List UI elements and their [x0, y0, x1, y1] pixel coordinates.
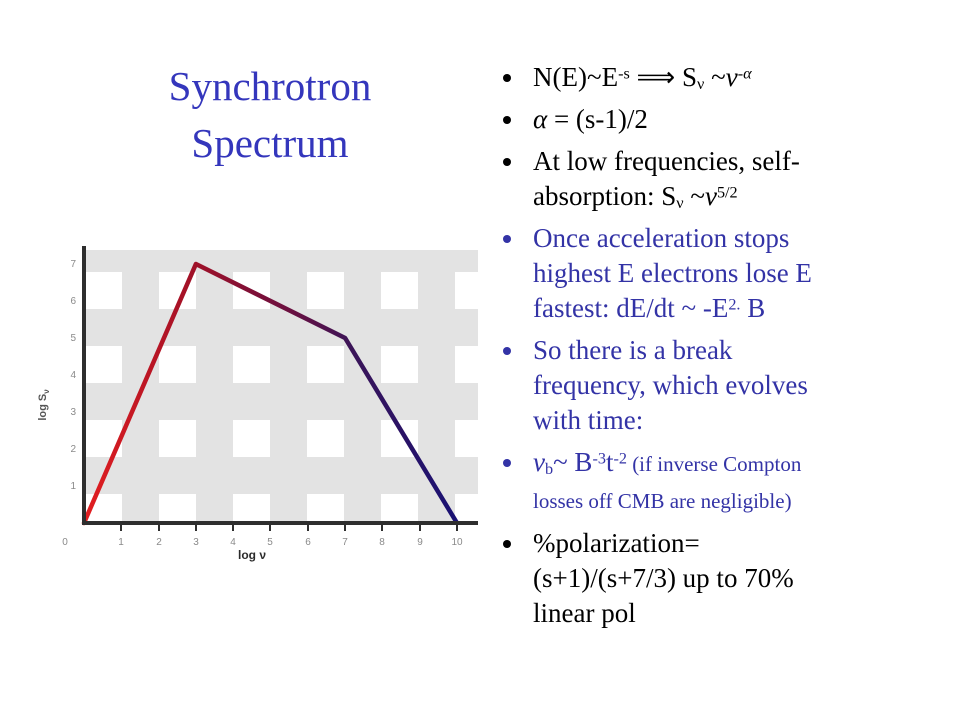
bullet-item-6: νb~ B-3t-2 (if inverse Compton losses off…: [493, 445, 948, 519]
x-tick-label: 0: [62, 537, 68, 548]
x-tick-label: 4: [230, 537, 236, 548]
bullet-dot: [503, 116, 511, 124]
x-tick-label: 3: [193, 537, 199, 548]
x-axis-ticks: [120, 524, 458, 531]
x-axis-label: log ν: [238, 548, 266, 562]
y-tick-label: 6: [70, 296, 76, 307]
bullet-text-2: α = (s-1)/2: [533, 104, 648, 134]
y-tick-label: 7: [70, 259, 76, 270]
y-axis-label: log Sν: [37, 389, 51, 421]
x-tick-label: 2: [156, 537, 162, 548]
bullet-dot: [503, 158, 511, 166]
slide-title: Synchrotron Spectrum: [50, 58, 490, 172]
bullet-item-2: α = (s-1)/2: [493, 102, 948, 137]
synchrotron-spectrum-chart: 0 1 2 3 4 5 6 7 8 9 10 1 2 3 4 5 6 7: [30, 240, 480, 575]
bullet-dot: [503, 459, 511, 467]
bullet-item-5: So there is a break frequency, which evol…: [493, 333, 948, 438]
slide-title-line-1: Synchrotron: [168, 63, 372, 109]
bullet-list: N(E)~E-s ⟹ Sν ~ν-α α = (s-1)/2 At low fr…: [493, 60, 948, 638]
bullet-text-3: At low frequencies, self-absorption: Sν …: [533, 146, 800, 212]
x-tick-label: 5: [267, 537, 273, 548]
x-tick-label: 8: [379, 537, 385, 548]
bullet-text-6: νb~ B-3t-2 (if inverse Compton losses off…: [533, 447, 802, 513]
y-tick-labels: 1 2 3 4 5 6 7: [70, 259, 76, 492]
bullet-text-5: So there is a break frequency, which evol…: [533, 335, 808, 435]
plot-area: [84, 250, 478, 523]
bullet-text-4: Once acceleration stops highest E electro…: [533, 223, 812, 323]
x-tick-label: 1: [118, 537, 124, 548]
x-tick-label: 10: [451, 537, 463, 548]
bullet-dot: [503, 347, 511, 355]
y-tick-label: 1: [70, 481, 76, 492]
y-tick-label: 3: [70, 407, 76, 418]
y-tick-label: 5: [70, 333, 76, 344]
x-tick-label: 6: [305, 537, 311, 548]
x-tick-labels: 0 1 2 3 4 5 6 7 8 9 10: [62, 537, 463, 548]
bullet-item-4: Once acceleration stops highest E electro…: [493, 221, 948, 326]
bullet-item-1: N(E)~E-s ⟹ Sν ~ν-α: [493, 60, 948, 95]
bullet-item-3: At low frequencies, self-absorption: Sν …: [493, 144, 948, 214]
bullet-text-7: %polarization= (s+1)/(s+7/3) up to 70% lin…: [533, 528, 794, 628]
x-tick-label: 7: [342, 537, 348, 548]
y-tick-label: 4: [70, 370, 76, 381]
bullet-text-1: N(E)~E-s ⟹ Sν ~ν-α: [533, 62, 752, 93]
bullet-item-7: %polarization= (s+1)/(s+7/3) up to 70% lin…: [493, 526, 948, 631]
slide-title-line-2: Spectrum: [191, 120, 349, 166]
y-tick-label: 2: [70, 444, 76, 455]
x-tick-label: 9: [417, 537, 423, 548]
spectrum-line: [81, 261, 460, 526]
bullet-dot: [503, 235, 511, 243]
spectrum-chart-svg: 0 1 2 3 4 5 6 7 8 9 10 1 2 3 4 5 6 7: [37, 246, 478, 562]
bullet-dot: [503, 540, 511, 548]
bullet-dot: [503, 74, 511, 82]
